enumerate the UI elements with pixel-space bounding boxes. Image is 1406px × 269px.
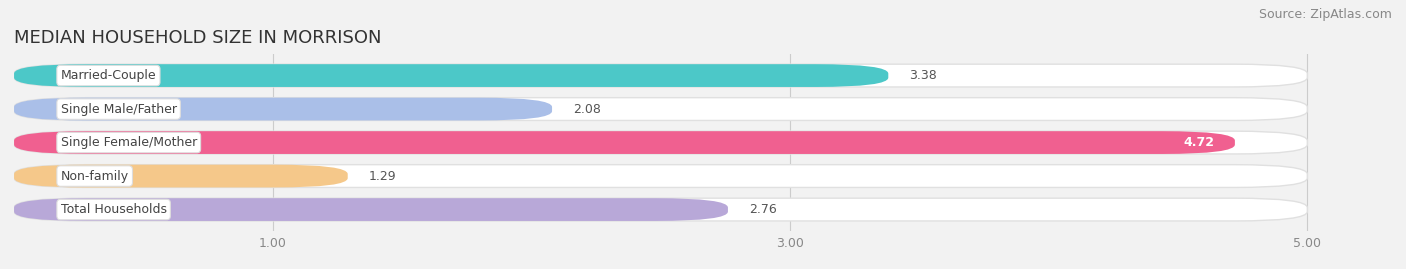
Text: 2.76: 2.76 xyxy=(748,203,776,216)
FancyBboxPatch shape xyxy=(14,64,889,87)
FancyBboxPatch shape xyxy=(14,131,1234,154)
Text: MEDIAN HOUSEHOLD SIZE IN MORRISON: MEDIAN HOUSEHOLD SIZE IN MORRISON xyxy=(14,29,381,47)
Text: Total Households: Total Households xyxy=(60,203,167,216)
FancyBboxPatch shape xyxy=(14,64,1308,87)
FancyBboxPatch shape xyxy=(14,165,347,187)
Text: Single Female/Mother: Single Female/Mother xyxy=(60,136,197,149)
Text: 1.29: 1.29 xyxy=(368,169,396,183)
Text: 2.08: 2.08 xyxy=(572,102,600,116)
Text: 3.38: 3.38 xyxy=(910,69,936,82)
FancyBboxPatch shape xyxy=(14,198,728,221)
Text: Married-Couple: Married-Couple xyxy=(60,69,156,82)
Text: Source: ZipAtlas.com: Source: ZipAtlas.com xyxy=(1258,8,1392,21)
Text: Single Male/Father: Single Male/Father xyxy=(60,102,177,116)
FancyBboxPatch shape xyxy=(14,165,1308,187)
Text: Non-family: Non-family xyxy=(60,169,129,183)
FancyBboxPatch shape xyxy=(14,131,1308,154)
FancyBboxPatch shape xyxy=(14,98,1308,121)
FancyBboxPatch shape xyxy=(14,98,553,121)
Text: 4.72: 4.72 xyxy=(1184,136,1215,149)
FancyBboxPatch shape xyxy=(14,198,1308,221)
